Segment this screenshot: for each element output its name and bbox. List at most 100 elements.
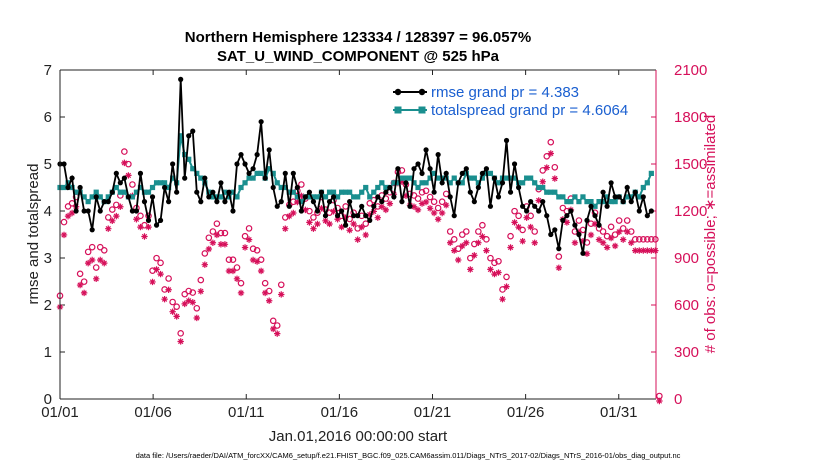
totalspread-point — [218, 194, 224, 200]
rmse-point — [375, 194, 381, 200]
totalspread-point — [270, 170, 276, 176]
x-tick-label: 01/31 — [600, 404, 638, 421]
left-y-axis-label: rmse and totalspread — [25, 164, 42, 305]
obs-possible-point — [153, 254, 160, 262]
obs-assimilated-point — [652, 247, 659, 254]
legend-spread-marker — [394, 106, 402, 114]
totalspread-point — [548, 189, 554, 195]
obs-assimilated-point — [644, 247, 651, 254]
right-y-axis-ticks: 0 300 600 900 1200 1500 1800 2100 — [651, 62, 707, 408]
totalspread-point — [584, 199, 590, 205]
right-y-tick-label: 1800 — [674, 109, 707, 126]
rmse-point — [524, 208, 530, 214]
obs-assimilated-point — [257, 267, 265, 275]
totalspread-point — [459, 180, 465, 186]
obs-assimilated-point — [64, 212, 72, 220]
totalspread-point — [511, 175, 518, 181]
totalspread-point — [471, 175, 477, 181]
obs-possible-point — [237, 279, 245, 287]
totalspread-point — [648, 170, 654, 176]
totalspread-point — [528, 175, 534, 181]
rmse-point — [109, 189, 115, 195]
totalspread-point — [149, 184, 156, 191]
obs-possible-point — [495, 257, 502, 265]
obs-possible-point — [531, 228, 538, 235]
rmse-point — [214, 199, 220, 205]
right-y-tick-label: 300 — [674, 344, 699, 361]
rmse-point — [310, 199, 317, 205]
rmse-point — [592, 213, 598, 219]
obs-assimilated-point — [294, 198, 301, 206]
rmse-point — [246, 170, 252, 176]
obs-assimilated-point — [656, 397, 663, 405]
totalspread-point — [322, 194, 329, 200]
rmse-point — [186, 133, 192, 139]
totalspread-point — [411, 180, 417, 186]
rmse-point — [391, 194, 397, 200]
obs-assimilated-point — [137, 223, 144, 231]
totalspread-point — [407, 175, 413, 181]
rmse-point — [294, 184, 300, 191]
obs-assimilated-point — [105, 225, 112, 232]
obs-assimilated-point — [249, 256, 257, 264]
obs-assimilated-point — [426, 205, 434, 212]
obs-assimilated-point — [245, 236, 253, 243]
rmse-point — [483, 166, 490, 172]
obs-possible-point — [475, 228, 482, 235]
obs-assimilated-point — [314, 220, 321, 228]
obs-possible-point — [84, 248, 92, 256]
obs-possible-point — [241, 232, 249, 240]
obs-assimilated-point — [241, 244, 249, 251]
obs-possible-point — [519, 226, 526, 234]
rmse-point — [166, 199, 172, 205]
rmse-point — [194, 189, 200, 195]
obs-possible-point — [165, 275, 172, 282]
left-y-tick-label: 6 — [44, 109, 52, 126]
legend-rmse-label: rmse grand pr = 4.383 — [431, 84, 579, 101]
rmse-point — [178, 76, 184, 82]
obs-assimilated-point — [298, 192, 305, 199]
obs-assimilated-point — [507, 244, 514, 251]
obs-assimilated-point — [189, 299, 196, 306]
totalspread-point — [640, 184, 646, 191]
obs-assimilated-point — [253, 258, 261, 265]
rmse-point — [206, 194, 212, 200]
x-tick-label: 01/01 — [41, 404, 79, 421]
obs-assimilated-point — [145, 223, 152, 231]
rmse-point — [419, 170, 425, 176]
rmse-point — [544, 213, 550, 219]
obs-assimilated-point — [459, 242, 466, 250]
rmse-point — [495, 194, 502, 200]
totalspread-point — [326, 189, 333, 195]
rmse-point — [443, 170, 449, 176]
rmse-point — [81, 208, 87, 214]
obs-possible-point — [515, 212, 522, 220]
rmse-point — [435, 152, 441, 158]
totalspread-point — [644, 180, 650, 186]
obs-assimilated-point — [237, 289, 245, 297]
left-y-tick-label: 1 — [44, 344, 52, 361]
totalspread-point — [580, 194, 586, 200]
totalspread-point — [105, 194, 111, 200]
totalspread-point — [395, 180, 401, 186]
obs-possible-point — [511, 207, 518, 215]
obs-assimilated-point — [370, 208, 377, 215]
rmse-point — [511, 161, 518, 167]
totalspread-point — [419, 180, 425, 186]
obs-assimilated-point — [511, 219, 518, 226]
obs-assimilated-point — [322, 217, 329, 225]
x-axis-ticks: 01/01 01/06 01/11 01/16 01/21 01/26 01/31 — [41, 70, 638, 421]
totalspread-point — [153, 180, 160, 186]
totalspread-point — [61, 184, 67, 191]
totalspread-point — [93, 189, 99, 195]
obs-possible-point — [104, 214, 112, 221]
rmse-point — [101, 199, 107, 205]
rmse-point — [125, 194, 131, 200]
obs-assimilated-point — [539, 178, 546, 185]
obs-assimilated-point — [354, 236, 361, 243]
totalspread-point — [157, 180, 164, 186]
rmse-point — [475, 184, 481, 191]
rmse-point — [427, 166, 433, 172]
rmse-point — [190, 128, 196, 134]
obs-assimilated-point — [587, 231, 595, 239]
